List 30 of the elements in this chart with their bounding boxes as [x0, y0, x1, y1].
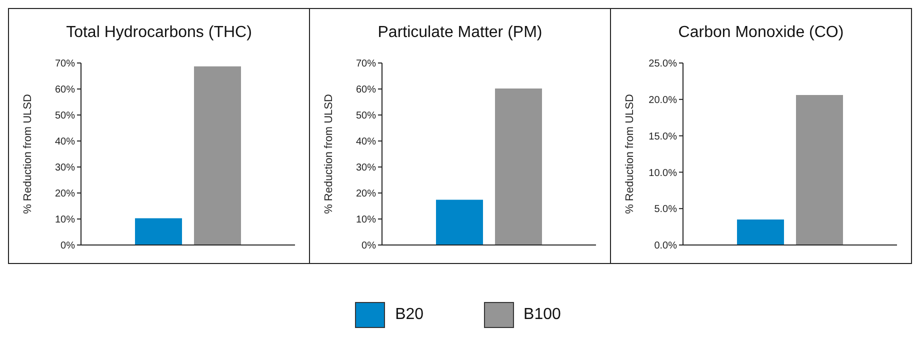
- y-tick-label: 30%: [54, 162, 76, 174]
- y-tick-label: 60%: [356, 84, 376, 96]
- y-tick-label: 10%: [356, 214, 376, 226]
- legend-label: B20: [395, 306, 424, 324]
- y-tick-label: 20%: [356, 188, 376, 200]
- y-tick-label: 40%: [54, 136, 76, 148]
- chart-title: Total Hydrocarbons (THC): [65, 24, 253, 42]
- y-tick-label: 60%: [54, 84, 76, 96]
- y-axis-title: % Reduction from ULSD: [22, 94, 34, 214]
- y-tick-label: 40%: [356, 136, 376, 148]
- legend-label: B100: [524, 306, 561, 324]
- y-tick-label: 70%: [54, 58, 76, 70]
- y-tick-label: 15.0%: [648, 131, 678, 142]
- y-tick-label: 25.0%: [648, 58, 678, 70]
- y-tick-label: 70%: [356, 58, 376, 70]
- y-tick-label: 20%: [54, 188, 76, 200]
- chart-title: Particulate Matter (PM): [376, 24, 544, 42]
- y-tick-label: 10.0%: [648, 168, 678, 179]
- y-tick-label: 30%: [356, 162, 376, 174]
- y-tick-label: 5.0%: [654, 204, 678, 216]
- y-tick-label: 20.0%: [648, 94, 678, 106]
- y-tick-label: 0%: [362, 240, 376, 252]
- y-axis-title: % Reduction from ULSD: [624, 94, 636, 214]
- y-tick-label: 50%: [54, 110, 76, 122]
- chart-title: Carbon Monoxide (CO): [677, 24, 845, 42]
- y-tick-label: 10%: [54, 214, 76, 226]
- y-tick-label: 0%: [60, 240, 76, 252]
- y-tick-label: 50%: [356, 110, 376, 122]
- y-axis-title: % Reduction from ULSD: [322, 94, 335, 214]
- y-tick-label: 0.0%: [654, 240, 678, 252]
